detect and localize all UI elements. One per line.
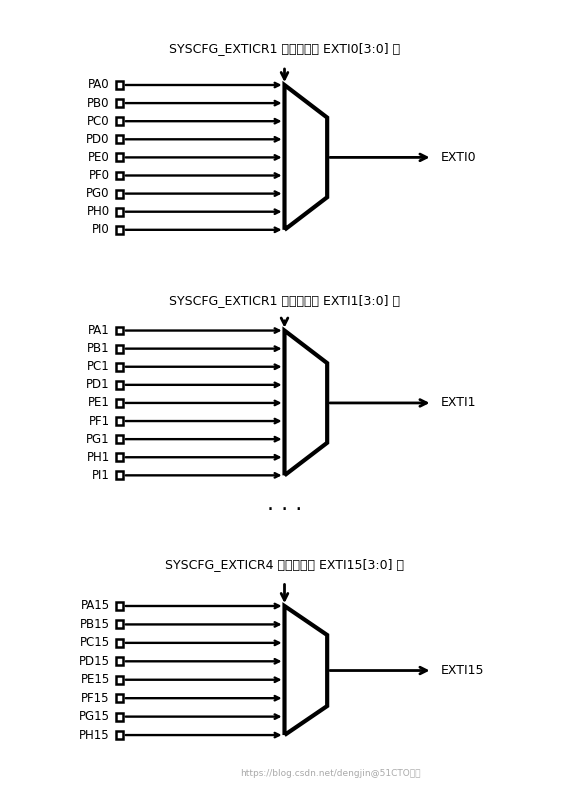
Text: . . .: . . . — [267, 493, 302, 514]
Bar — [116, 657, 123, 665]
Bar — [116, 345, 123, 353]
Bar — [116, 117, 123, 125]
Text: PG15: PG15 — [79, 710, 110, 723]
Text: PE1: PE1 — [88, 397, 110, 409]
Text: EXTI15: EXTI15 — [441, 664, 484, 677]
Bar — [116, 381, 123, 389]
Text: PF15: PF15 — [81, 692, 110, 704]
Text: PA15: PA15 — [81, 600, 110, 612]
Text: PF1: PF1 — [89, 415, 110, 427]
Bar — [116, 399, 123, 407]
Text: PH0: PH0 — [86, 205, 110, 218]
Bar — [116, 713, 123, 721]
Bar — [116, 81, 123, 89]
Bar — [116, 602, 123, 610]
Bar — [116, 417, 123, 425]
Text: PI0: PI0 — [92, 224, 110, 236]
Bar — [116, 676, 123, 684]
Text: SYSCFG_EXTICR4 寄存器中的 EXTI15[3:0] 位: SYSCFG_EXTICR4 寄存器中的 EXTI15[3:0] 位 — [165, 558, 404, 571]
Bar — [116, 190, 123, 198]
Text: PE0: PE0 — [88, 151, 110, 164]
Bar — [116, 153, 123, 161]
Text: PH15: PH15 — [79, 729, 110, 741]
Text: PB0: PB0 — [87, 97, 110, 109]
Text: PE15: PE15 — [81, 673, 110, 686]
Text: EXTI0: EXTI0 — [441, 151, 477, 164]
Bar — [116, 731, 123, 739]
Bar — [116, 620, 123, 628]
Text: PA1: PA1 — [88, 324, 110, 337]
Text: PH1: PH1 — [86, 451, 110, 464]
Text: EXTI1: EXTI1 — [441, 397, 476, 409]
Text: SYSCFG_EXTICR1 寄存器中的 EXTI1[3:0] 位: SYSCFG_EXTICR1 寄存器中的 EXTI1[3:0] 位 — [169, 294, 400, 307]
Text: PD1: PD1 — [86, 379, 110, 391]
Text: PB15: PB15 — [80, 618, 110, 631]
Bar — [116, 471, 123, 479]
Bar — [116, 363, 123, 371]
Text: PG1: PG1 — [86, 433, 110, 445]
Bar — [116, 135, 123, 143]
Text: PD0: PD0 — [86, 133, 110, 146]
Bar — [116, 453, 123, 461]
Text: PB1: PB1 — [87, 342, 110, 355]
Bar — [116, 208, 123, 216]
Text: PD15: PD15 — [79, 655, 110, 668]
Bar — [116, 226, 123, 234]
Text: PG0: PG0 — [86, 187, 110, 200]
Text: PI1: PI1 — [92, 469, 110, 482]
Text: PC1: PC1 — [87, 360, 110, 373]
Bar — [116, 327, 123, 334]
Text: PA0: PA0 — [88, 79, 110, 91]
Bar — [116, 694, 123, 702]
Bar — [116, 639, 123, 647]
Text: SYSCFG_EXTICR1 寄存器中的 EXTI0[3:0] 位: SYSCFG_EXTICR1 寄存器中的 EXTI0[3:0] 位 — [169, 42, 400, 55]
Text: PC15: PC15 — [80, 637, 110, 649]
Bar — [116, 99, 123, 107]
Text: PC0: PC0 — [87, 115, 110, 127]
Text: https://blog.csdn.net/dengjin@51CTO博客: https://blog.csdn.net/dengjin@51CTO博客 — [240, 769, 420, 778]
Bar — [116, 172, 123, 179]
Bar — [116, 435, 123, 443]
Text: PF0: PF0 — [89, 169, 110, 182]
